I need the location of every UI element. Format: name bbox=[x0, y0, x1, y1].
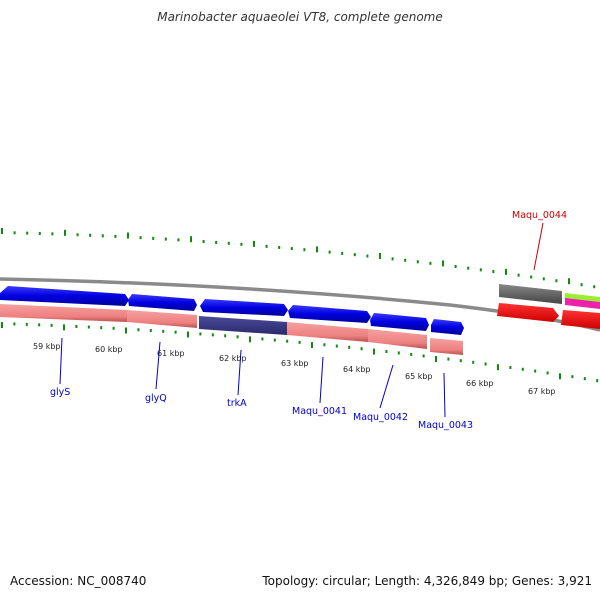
cds-block-highlight[interactable] bbox=[199, 316, 287, 335]
kbp-label: 65 kbp bbox=[405, 372, 433, 381]
gene-arrow-maqu-0042[interactable] bbox=[370, 313, 429, 331]
lower-tick-row bbox=[1, 322, 599, 383]
leader-trkA bbox=[237, 349, 242, 396]
kbp-label: 60 kbp bbox=[95, 345, 123, 354]
gene-arrow-glyS[interactable] bbox=[0, 286, 129, 306]
leader-maqu-0044 bbox=[533, 222, 544, 271]
upper-tick-row bbox=[1, 228, 596, 289]
kbp-scale: 59 kbp 60 kbp 61 kbp 62 kbp 63 kbp 64 kb… bbox=[33, 342, 556, 396]
gene-label-glyS[interactable]: glyS bbox=[50, 387, 70, 398]
genome-summary-text: Topology: circular; Length: 4,326,849 bp… bbox=[262, 574, 592, 588]
cds-block[interactable] bbox=[287, 322, 368, 342]
kbp-label: 59 kbp bbox=[33, 342, 61, 351]
kbp-label: 62 kbp bbox=[219, 354, 247, 363]
leader-maqu-0042 bbox=[379, 364, 394, 409]
gene-labels: glyS glyQ trkA Maqu_0041 Maqu_0042 Maqu_… bbox=[50, 210, 567, 431]
gene-label-maqu-0044[interactable]: Maqu_0044 bbox=[512, 210, 567, 221]
reverse-gene-track bbox=[497, 284, 600, 329]
gene-label-glyQ[interactable]: glyQ bbox=[145, 393, 167, 404]
leader-glyS bbox=[59, 337, 63, 385]
green-block[interactable] bbox=[565, 293, 600, 302]
gene-leader-lines bbox=[59, 222, 544, 418]
cds-block[interactable] bbox=[0, 304, 127, 322]
cds-block[interactable] bbox=[127, 310, 197, 328]
map-title: Marinobacter aquaeolei VT8, complete gen… bbox=[157, 10, 443, 24]
gene-label-maqu-0042[interactable]: Maqu_0042 bbox=[353, 412, 408, 423]
cds-block[interactable] bbox=[368, 329, 427, 349]
cds-track bbox=[0, 304, 463, 355]
kbp-label: 63 kbp bbox=[281, 359, 309, 368]
leader-glyQ bbox=[155, 341, 161, 390]
gene-arrow-maqu-0041[interactable] bbox=[288, 305, 371, 323]
leader-maqu-0043 bbox=[443, 372, 446, 418]
kbp-label: 61 kbp bbox=[157, 349, 185, 358]
forward-gene-track bbox=[0, 286, 464, 335]
gene-arrow-glyQ[interactable] bbox=[128, 294, 197, 311]
kbp-label: 66 kbp bbox=[466, 379, 494, 388]
grey-block[interactable] bbox=[499, 284, 562, 304]
leader-maqu-0041 bbox=[319, 356, 324, 404]
gene-arrow-maqu-0044[interactable] bbox=[497, 303, 559, 322]
accession-text: Accession: NC_008740 bbox=[10, 574, 147, 588]
magenta-block[interactable] bbox=[565, 298, 600, 309]
kbp-label: 67 kbp bbox=[528, 387, 556, 396]
cds-block[interactable] bbox=[430, 338, 463, 355]
gene-label-maqu-0041[interactable]: Maqu_0041 bbox=[292, 406, 347, 417]
gene-arrow-maqu-0043[interactable] bbox=[431, 319, 464, 335]
gene-label-maqu-0043[interactable]: Maqu_0043 bbox=[418, 420, 473, 431]
kbp-label: 64 kbp bbox=[343, 365, 371, 374]
gene-label-trkA[interactable]: trkA bbox=[227, 398, 247, 409]
red-block[interactable] bbox=[561, 310, 600, 329]
gene-arrow-trkA[interactable] bbox=[200, 299, 288, 316]
